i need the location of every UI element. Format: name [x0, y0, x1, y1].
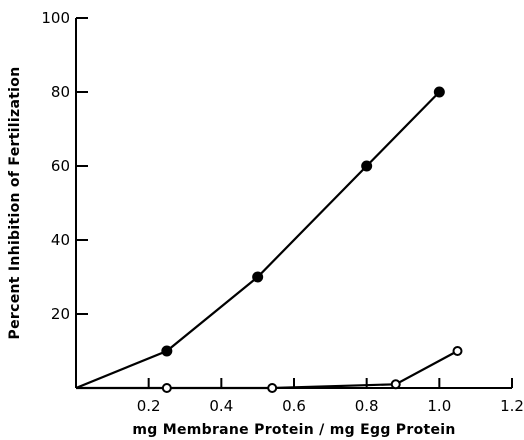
y-tick-label-4: 100 [41, 9, 70, 27]
y-axis-label: Percent Inhibition of Fertilization [7, 67, 23, 340]
x-axis-label: mg Membrane Protein / mg Egg Protein [132, 422, 455, 438]
series-1-point-3 [390, 379, 401, 390]
x-tick-label-4: 1.0 [427, 397, 451, 415]
series-0-line [75, 91, 441, 390]
y-tick-label-2: 60 [51, 157, 70, 175]
series-0-point-1 [161, 345, 173, 357]
series-1-point-1 [161, 383, 172, 393]
x-axis: 0.2 0.4 0.6 0.8 1.0 1.2 [76, 378, 524, 415]
series-0-point-4 [433, 86, 445, 98]
x-tick-label-1: 0.4 [209, 397, 233, 415]
x-tick-label-5: 1.2 [500, 397, 524, 415]
x-tick-label-3: 0.8 [355, 397, 379, 415]
y-tick-label-3: 80 [51, 83, 70, 101]
series-1-point-4 [452, 346, 463, 356]
series-0 [75, 86, 445, 390]
series-1 [76, 346, 463, 393]
y-tick-label-1: 40 [51, 231, 70, 249]
series-layer [75, 86, 463, 393]
series-1-point-2 [267, 383, 278, 393]
series-0-point-3 [361, 160, 373, 172]
y-axis: 20 40 60 80 100 [41, 9, 88, 388]
x-tick-label-0: 0.2 [137, 397, 161, 415]
x-ticks: 0.2 0.4 0.6 0.8 1.0 1.2 [137, 378, 524, 415]
x-tick-label-2: 0.6 [282, 397, 306, 415]
y-tick-label-0: 20 [51, 305, 70, 323]
series-0-point-2 [252, 271, 264, 283]
y-ticks: 20 40 60 80 100 [41, 9, 88, 323]
